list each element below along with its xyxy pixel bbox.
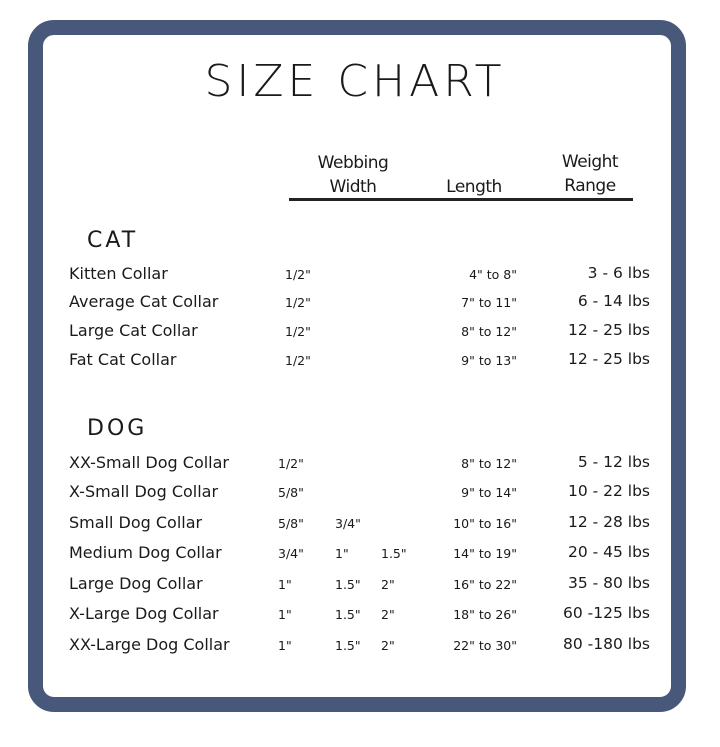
row-weight: 12 - 25 lbs [567, 350, 650, 368]
row-name: Large Cat Collar [69, 321, 198, 340]
header-webbing-line1: Webbing [317, 153, 389, 173]
row-width: 5/8" [278, 485, 304, 500]
row-length: 7" to 11" [461, 295, 517, 310]
row-width: 3/4" [335, 516, 361, 531]
row-name: X-Large Dog Collar [69, 604, 219, 623]
row-width: 1/2" [278, 456, 304, 471]
header-weight-line1: Weight [561, 152, 619, 172]
row-width: 1/2" [285, 353, 311, 368]
row-name: XX-Small Dog Collar [69, 453, 230, 472]
row-width: 1" [335, 546, 349, 561]
header-weight-line2: Range [564, 176, 616, 196]
row-width: 1/2" [285, 295, 311, 310]
row-width: 2" [381, 577, 395, 592]
row-width: 2" [381, 638, 395, 653]
row-length: 8" to 12" [461, 324, 517, 339]
row-name: Large Dog Collar [69, 574, 203, 593]
header-webbing-width: Webbing Width [303, 151, 403, 199]
row-name: Fat Cat Collar [69, 350, 177, 369]
row-length: 10" to 16" [453, 516, 517, 531]
row-length: 14" to 19" [453, 546, 517, 561]
page-title: SIZE CHART [204, 56, 506, 107]
header-rule [289, 198, 633, 201]
row-length: 8" to 12" [461, 456, 517, 471]
row-width: 5/8" [278, 516, 304, 531]
row-name: XX-Large Dog Collar [69, 635, 230, 654]
chart-frame [28, 20, 686, 712]
row-weight: 10 - 22 lbs [567, 482, 650, 500]
row-weight: 60 -125 lbs [563, 604, 650, 622]
row-width: 1.5" [335, 607, 361, 622]
row-width: 1" [278, 607, 292, 622]
row-length: 18" to 26" [453, 607, 517, 622]
row-weight: 35 - 80 lbs [567, 574, 650, 592]
row-length: 16" to 22" [453, 577, 517, 592]
row-weight: 12 - 25 lbs [567, 321, 650, 339]
row-name: Average Cat Collar [69, 292, 219, 311]
row-name: X-Small Dog Collar [69, 482, 219, 501]
header-length: Length [446, 177, 502, 197]
row-length: 9" to 13" [461, 353, 517, 368]
row-width: 1/2" [285, 324, 311, 339]
header-webbing-line2: Width [329, 177, 377, 197]
row-name: Kitten Collar [69, 264, 168, 283]
row-width: 3/4" [278, 546, 304, 561]
header-weight-range: Weight Range [540, 150, 640, 198]
section-label: DOG [87, 416, 148, 441]
row-width: 1.5" [335, 638, 361, 653]
row-weight: 5 - 12 lbs [577, 453, 650, 471]
row-length: 9" to 14" [461, 485, 517, 500]
row-weight: 3 - 6 lbs [587, 264, 650, 282]
row-width: 1.5" [381, 546, 407, 561]
row-length: 22" to 30" [453, 638, 517, 653]
row-name: Small Dog Collar [69, 513, 203, 532]
row-weight: 12 - 28 lbs [567, 513, 650, 531]
row-width: 1" [278, 638, 292, 653]
section-label: CAT [87, 228, 139, 253]
row-width: 2" [381, 607, 395, 622]
row-weight: 80 -180 lbs [563, 635, 650, 653]
row-weight: 20 - 45 lbs [567, 543, 650, 561]
row-width: 1/2" [285, 267, 311, 282]
row-width: 1" [278, 577, 292, 592]
row-name: Medium Dog Collar [69, 543, 222, 562]
row-length: 4" to 8" [469, 267, 517, 282]
row-width: 1.5" [335, 577, 361, 592]
row-weight: 6 - 14 lbs [577, 292, 650, 310]
